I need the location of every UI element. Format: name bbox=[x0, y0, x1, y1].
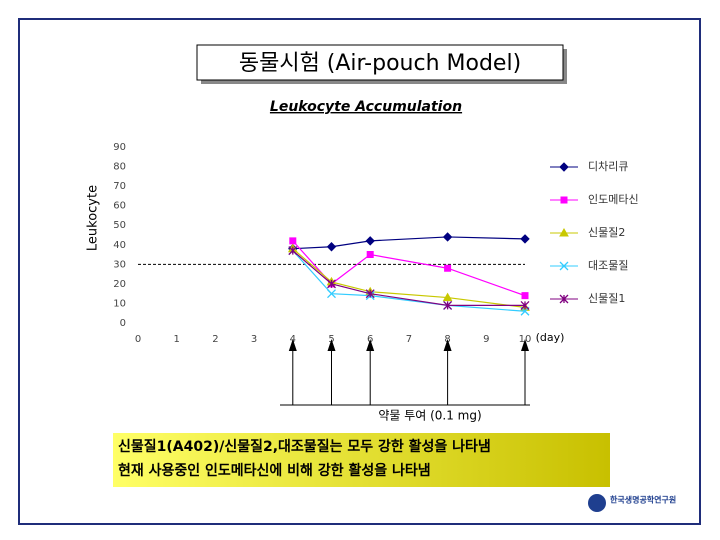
dose-label: 약물 투여 (0.1 mg) bbox=[378, 408, 481, 423]
x-tick-label: 7 bbox=[406, 334, 412, 345]
y-tick-label: 30 bbox=[113, 259, 126, 270]
marker bbox=[288, 246, 298, 256]
dose-arrow-head bbox=[521, 339, 529, 351]
chart-title: Leukocyte Accumulation bbox=[270, 99, 462, 115]
callout-box bbox=[113, 433, 610, 487]
legend-marker bbox=[559, 294, 569, 304]
legend-label: 대조물질 bbox=[588, 259, 628, 272]
x-tick-label: 9 bbox=[483, 334, 489, 345]
logo-icon bbox=[588, 494, 606, 512]
y-tick-label: 40 bbox=[113, 240, 126, 251]
logo-text: 한국생명공학연구원 bbox=[610, 495, 676, 505]
legend-marker bbox=[559, 261, 569, 271]
dose-arrow-head bbox=[366, 339, 375, 351]
marker bbox=[365, 236, 375, 246]
x-tick-label: 2 bbox=[212, 334, 218, 345]
callout-line: 현재 사용중인 인도메타신에 비해 강한 활성을 나타냄 bbox=[118, 462, 431, 479]
marker bbox=[444, 264, 452, 272]
dose-arrow-head bbox=[327, 339, 336, 351]
marker bbox=[366, 251, 374, 259]
slide-title: 동물시험 (Air-pouch Model) bbox=[239, 51, 521, 76]
y-tick-label: 80 bbox=[113, 162, 126, 173]
marker bbox=[365, 289, 375, 299]
marker bbox=[521, 292, 529, 300]
legend-marker bbox=[559, 227, 569, 237]
marker bbox=[443, 300, 453, 310]
dose-arrow-head bbox=[443, 339, 452, 351]
y-tick-label: 70 bbox=[113, 181, 126, 192]
y-tick-label: 90 bbox=[113, 142, 126, 153]
marker bbox=[326, 242, 337, 252]
x-tick-label: 0 bbox=[135, 334, 141, 345]
x-tick-label: 1 bbox=[174, 334, 180, 345]
y-tick-label: 20 bbox=[113, 279, 126, 290]
frame bbox=[18, 18, 701, 525]
legend-marker bbox=[559, 162, 569, 172]
y-tick-label: 50 bbox=[113, 220, 126, 231]
y-tick-label: 10 bbox=[113, 298, 126, 309]
marker bbox=[442, 292, 453, 302]
marker bbox=[327, 289, 336, 299]
marker bbox=[442, 232, 453, 242]
marker bbox=[520, 300, 530, 310]
y-axis-label: Leukocyte bbox=[86, 185, 101, 251]
series-line bbox=[292, 248, 526, 308]
callout-line: 신물질1(A402)/신물질2,대조물질는 모두 강한 활성을 나타냄 bbox=[118, 438, 491, 455]
y-tick-label: 0 bbox=[120, 318, 126, 329]
legend-label: 신물질2 bbox=[588, 226, 625, 239]
x-tick-label: 3 bbox=[251, 334, 257, 345]
legend-label: 디차리큐 bbox=[588, 160, 628, 173]
x-unit: (day) bbox=[536, 331, 565, 344]
title-box bbox=[196, 44, 564, 81]
legend-label: 인도메타신 bbox=[588, 193, 639, 206]
marker bbox=[289, 237, 297, 245]
dose-arrow-head bbox=[288, 339, 297, 351]
legend-label: 신물질1 bbox=[588, 292, 625, 305]
y-tick-label: 60 bbox=[113, 201, 126, 212]
marker bbox=[327, 279, 336, 289]
legend-marker bbox=[560, 196, 568, 204]
plot: 0102030405060708090012345678910디차리큐인도메타신… bbox=[113, 142, 639, 405]
marker bbox=[520, 234, 530, 244]
